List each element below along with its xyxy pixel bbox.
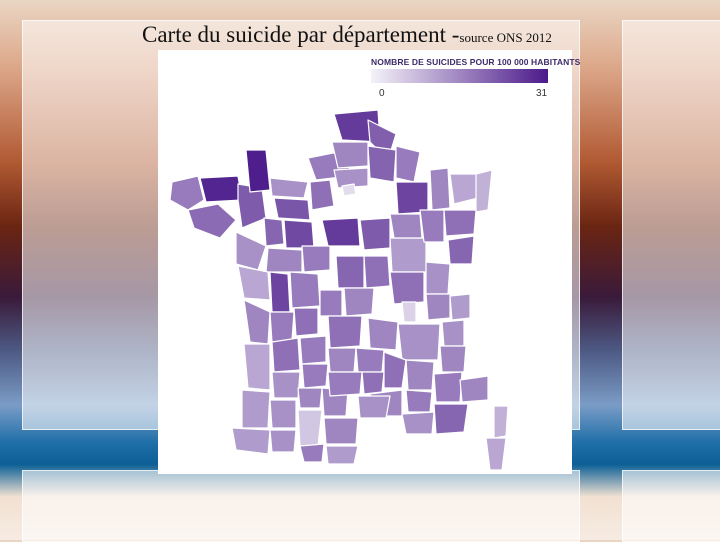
department-haute-corse — [493, 405, 509, 439]
department-maine-et-loire — [265, 247, 303, 273]
department-corr-ze — [299, 335, 327, 365]
department-ni-vre — [363, 255, 391, 289]
department-h-rault — [357, 395, 391, 419]
department-indre-et-loire — [301, 245, 331, 273]
slide-title-text: Carte du suicide par département - — [142, 22, 460, 47]
background-pane-bottom-left — [22, 470, 580, 542]
department-aveyron — [327, 371, 363, 397]
department-orne — [273, 197, 311, 221]
department-lot-et-garonne — [271, 371, 301, 399]
department-ardennes — [395, 145, 421, 183]
department-hautes-alpes — [439, 345, 467, 373]
legend-title: NOMBRE DE SUICIDES POUR 100 000 HABITANT… — [371, 57, 581, 67]
department-is-re — [397, 323, 441, 361]
department-gers — [269, 399, 297, 429]
department-haute-garonne — [297, 409, 323, 447]
department-moselle — [449, 173, 479, 205]
department-bas-rhin — [475, 169, 493, 213]
department-loire — [367, 317, 399, 351]
department-oise — [333, 167, 369, 189]
department-charente — [269, 311, 295, 343]
department-cher — [335, 255, 365, 289]
department-doubs — [447, 235, 475, 265]
department-alpes-maritimes — [459, 375, 489, 403]
department-yonne — [359, 217, 391, 251]
department-charente-maritime — [243, 299, 271, 345]
department-landes — [241, 389, 271, 429]
department-vaucluse — [405, 389, 433, 413]
department-c-tes-d-armor — [199, 175, 243, 203]
department-ain — [425, 293, 451, 321]
department-vienne — [289, 271, 321, 309]
department-marne — [395, 181, 429, 215]
department-morbihan — [187, 203, 237, 239]
department-pyr-n-es-atlantiques — [231, 427, 271, 455]
department-haute-marne — [419, 209, 445, 243]
department-deux-s-vres — [269, 271, 291, 313]
department-mayenne — [263, 217, 285, 247]
department-finist-re — [169, 175, 205, 211]
department-sarthe — [283, 219, 315, 249]
department-dr-me — [405, 359, 435, 391]
department-loiret — [321, 217, 361, 247]
department-rh-ne — [401, 301, 417, 323]
department-savoie — [441, 319, 465, 347]
background-pane-bottom-right — [622, 470, 720, 542]
legend-color-scale — [371, 69, 548, 83]
slide-source: source ONS 2012 — [459, 30, 552, 45]
department-c-te-d-or — [389, 237, 427, 273]
department-tarn-et-garonne — [297, 387, 323, 409]
department-eure — [309, 179, 335, 211]
department-aube — [389, 213, 423, 239]
department-ari-ge — [299, 443, 325, 463]
legend-min-label: 0 — [379, 88, 385, 99]
department-bouches-du-rh-ne — [401, 411, 435, 435]
department-haute-vienne — [293, 307, 319, 337]
slide-title: Carte du suicide par département -source… — [142, 22, 552, 48]
department-meuse — [429, 167, 451, 211]
department-loire-atlantique — [235, 231, 267, 271]
department-var — [433, 403, 469, 435]
department-haute-savoie — [449, 293, 471, 321]
map-panel: NOMBRE DE SUICIDES POUR 100 000 HABITANT… — [158, 50, 580, 474]
department-puy-de-d-me — [327, 315, 363, 349]
department-hautes-pyr-n-es — [269, 429, 297, 453]
department-somme — [331, 141, 369, 169]
department-manche — [245, 149, 271, 193]
department-jura — [425, 261, 451, 295]
department-aisne — [367, 145, 397, 183]
legend-max-label: 31 — [536, 88, 548, 99]
department-gironde — [243, 343, 271, 391]
department-sa-ne-et-loire — [389, 271, 425, 305]
department-aude — [323, 417, 359, 445]
department-alpes-de-haute-provence — [433, 371, 463, 403]
department-vend-e — [237, 265, 271, 301]
background-pane-right — [622, 20, 720, 430]
france-map — [169, 109, 509, 471]
department-corse-du-sud — [485, 437, 507, 471]
department-calvados — [269, 177, 309, 199]
department-loz-re — [361, 371, 385, 395]
department-paris — [341, 183, 357, 197]
department-vosges — [443, 209, 477, 237]
department-pyr-n-es-orientales — [325, 445, 359, 465]
department-cantal — [327, 347, 357, 373]
department-haute-loire — [355, 347, 385, 373]
department-dordogne — [271, 337, 301, 373]
department-creuse — [319, 289, 343, 317]
department-allier — [343, 287, 375, 317]
department-lot — [301, 363, 329, 389]
